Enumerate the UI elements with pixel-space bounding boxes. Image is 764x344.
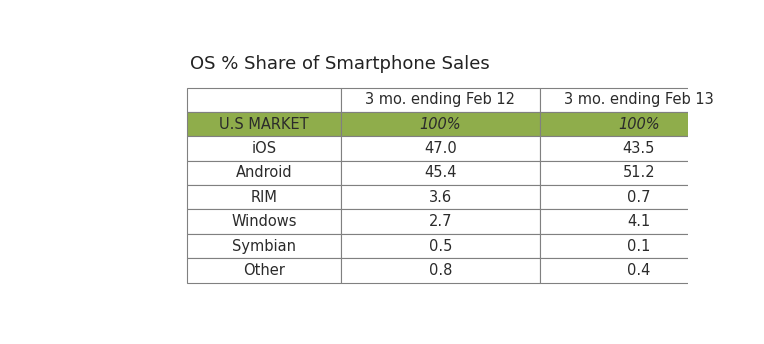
Bar — [342, 258, 539, 282]
Text: iOS: iOS — [251, 141, 277, 156]
Bar — [187, 161, 342, 185]
Bar — [187, 112, 342, 136]
Text: 51.2: 51.2 — [623, 165, 655, 180]
Text: 4.1: 4.1 — [627, 214, 650, 229]
Bar — [342, 161, 539, 185]
Text: 45.4: 45.4 — [424, 165, 457, 180]
Bar — [539, 161, 738, 185]
Text: RIM: RIM — [251, 190, 277, 205]
Bar — [539, 88, 738, 112]
Bar — [342, 209, 539, 234]
Text: Symbian: Symbian — [232, 238, 296, 254]
Bar — [187, 258, 342, 282]
Bar — [187, 136, 342, 161]
Text: Other: Other — [243, 263, 285, 278]
Bar — [539, 112, 738, 136]
Text: 100%: 100% — [419, 117, 461, 132]
Bar — [539, 185, 738, 209]
Text: 2.7: 2.7 — [429, 214, 452, 229]
Text: 47.0: 47.0 — [424, 141, 457, 156]
Text: OS % Share of Smartphone Sales: OS % Share of Smartphone Sales — [190, 54, 490, 73]
Text: Windows: Windows — [231, 214, 297, 229]
Bar — [342, 136, 539, 161]
Bar — [187, 209, 342, 234]
Bar — [539, 234, 738, 258]
Bar — [539, 136, 738, 161]
Text: 3 mo. ending Feb 13: 3 mo. ending Feb 13 — [564, 92, 714, 107]
Text: 3 mo. ending Feb 12: 3 mo. ending Feb 12 — [365, 92, 516, 107]
Text: 0.4: 0.4 — [627, 263, 650, 278]
Text: 0.8: 0.8 — [429, 263, 452, 278]
Text: 0.7: 0.7 — [627, 190, 650, 205]
Bar — [187, 185, 342, 209]
Bar — [187, 234, 342, 258]
Text: U.S MARKET: U.S MARKET — [219, 117, 309, 132]
Bar — [342, 185, 539, 209]
Text: 0.5: 0.5 — [429, 238, 452, 254]
Text: 43.5: 43.5 — [623, 141, 655, 156]
Text: Android: Android — [236, 165, 293, 180]
Text: 100%: 100% — [618, 117, 659, 132]
Text: 0.1: 0.1 — [627, 238, 650, 254]
Bar — [342, 88, 539, 112]
Bar — [539, 209, 738, 234]
Bar — [342, 234, 539, 258]
Bar — [187, 88, 342, 112]
Bar — [539, 258, 738, 282]
Text: 3.6: 3.6 — [429, 190, 452, 205]
Bar — [342, 112, 539, 136]
